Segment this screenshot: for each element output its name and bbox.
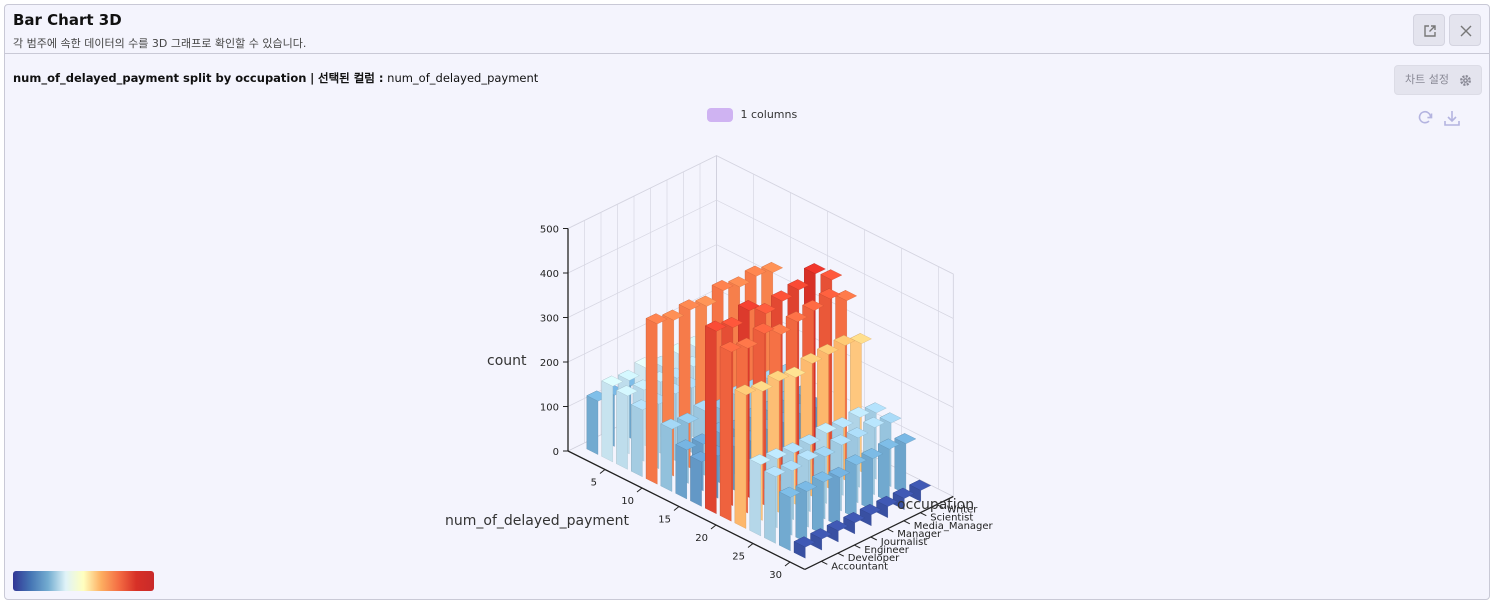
bar[interactable] (616, 385, 638, 470)
colorscale-bar (13, 571, 154, 591)
bar[interactable] (719, 341, 742, 522)
x-tick-label: 15 (658, 515, 671, 526)
panel-header: Bar Chart 3D 각 범주에 속한 데이터의 수를 3D 그래프로 확인… (5, 5, 1489, 54)
close-icon (1460, 25, 1472, 37)
y-tick-label: Media_Manager (914, 521, 994, 532)
grid-line (567, 155, 954, 275)
bar[interactable] (645, 313, 668, 485)
y-tick-label: Journalist (880, 537, 928, 548)
gear-icon (1460, 75, 1471, 86)
download-icon[interactable] (1443, 109, 1461, 127)
y-tick-label: Developer (848, 553, 900, 564)
x-tick-label: 10 (621, 496, 634, 507)
panel-title: Bar Chart 3D (13, 11, 122, 29)
bar[interactable] (675, 439, 698, 500)
chart-panel: Bar Chart 3D 각 범주에 속한 데이터의 수를 3D 그래프로 확인… (4, 4, 1490, 600)
z-tick-label: 500 (540, 225, 559, 236)
caption-separator: | (310, 71, 315, 85)
bar[interactable] (843, 512, 866, 535)
panel-subtitle: 각 범주에 속한 데이터의 수를 3D 그래프로 확인할 수 있습니다. (13, 37, 307, 50)
external-link-icon (1424, 25, 1436, 37)
bar[interactable] (876, 495, 899, 518)
x-tick-label: 30 (769, 570, 782, 581)
bar[interactable] (810, 528, 833, 551)
chart-settings-label: 차트 설정 (1405, 73, 1449, 86)
bar[interactable] (861, 448, 884, 511)
bar[interactable] (690, 451, 712, 507)
z-tick-label: 400 (540, 269, 559, 280)
z-tick-label: 300 (540, 314, 559, 325)
y-tick-label: Writer (947, 505, 978, 516)
x-axis-title: num_of_delayed_payment (445, 513, 630, 529)
x-tick-label: 5 (591, 478, 597, 489)
bar[interactable] (749, 454, 772, 537)
bar[interactable] (859, 503, 882, 527)
legend-label: 1 columns (740, 108, 798, 121)
bar[interactable] (844, 454, 867, 519)
bar[interactable] (793, 536, 816, 559)
expand-button[interactable] (1413, 14, 1445, 46)
y-tick-label: Manager (897, 529, 942, 540)
chart-legend[interactable]: 1 columns (707, 108, 797, 122)
z-tick-label: 0 (553, 447, 559, 458)
chart-settings-button[interactable]: 차트 설정 (1394, 65, 1482, 95)
bar[interactable] (892, 487, 915, 510)
z-tick-label: 200 (540, 358, 559, 369)
bar[interactable] (764, 465, 786, 544)
bar[interactable] (734, 384, 757, 529)
x-tick-label: 20 (695, 533, 708, 544)
bar[interactable] (909, 479, 932, 502)
bar[interactable] (704, 320, 727, 515)
chart-caption: num_of_delayed_payment split by occupati… (13, 70, 538, 86)
bar[interactable] (826, 520, 849, 543)
y-tick-label: Scientist (930, 513, 973, 524)
legend-swatch (707, 108, 733, 122)
refresh-icon[interactable] (1416, 109, 1434, 127)
bar[interactable] (660, 418, 683, 492)
bar[interactable] (601, 375, 624, 463)
y-axis-line (804, 495, 954, 570)
y-axis-title: occupation (897, 497, 974, 513)
caption-selected-value: num_of_delayed_payment (387, 71, 539, 85)
bar[interactable] (828, 466, 851, 527)
bar[interactable] (795, 480, 818, 543)
grid-line (567, 199, 954, 319)
caption-selected-label: 선택된 컬럼 : (317, 71, 384, 85)
caption-main: num_of_delayed_payment split by occupati… (13, 71, 307, 85)
z-axis-title: count (487, 353, 527, 369)
bar[interactable] (778, 486, 801, 552)
close-button[interactable] (1449, 14, 1481, 46)
bar[interactable] (894, 433, 917, 495)
x-axis-line (567, 450, 806, 570)
y-tick-label: Accountant (831, 561, 888, 572)
bar-chart-3d[interactable]: 0 100 200 300 400 500 5 10 15 20 25 30 AccountantDev… (5, 5, 1490, 600)
x-tick-label: 25 (732, 552, 745, 563)
y-tick-label: Engineer (864, 545, 909, 556)
z-tick-label: 100 (540, 403, 559, 414)
